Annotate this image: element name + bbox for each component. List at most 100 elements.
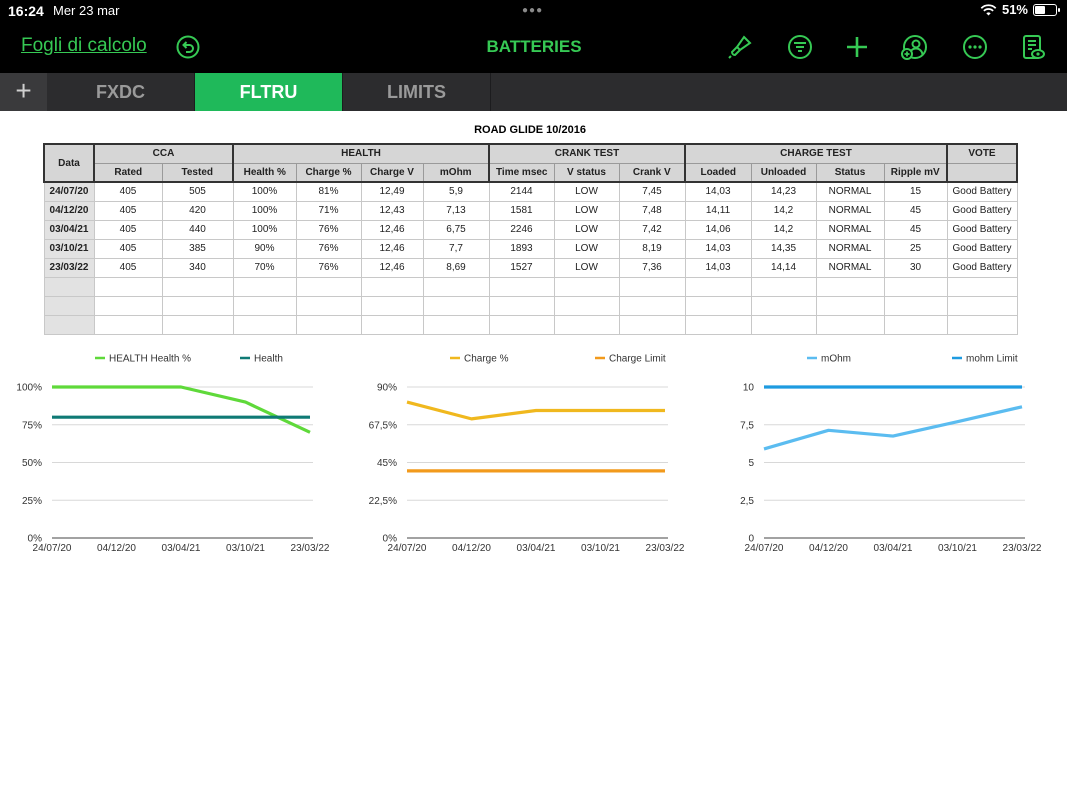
series-line-0[interactable] [763,405,1023,451]
table-cell[interactable]: 5,9 [422,181,490,202]
column-header[interactable]: Charge % [295,162,362,183]
table-cell[interactable]: 405 [93,238,163,259]
table-cell[interactable]: 81% [295,181,362,202]
empty-cell[interactable] [161,295,234,316]
back-to-spreadsheets-link[interactable]: Fogli di calcolo [21,35,147,56]
empty-cell[interactable] [553,276,620,297]
table-cell[interactable]: LOW [553,238,620,259]
series-line-0[interactable] [52,385,311,434]
header-crank-test[interactable]: CRANK TEST [488,143,686,164]
table-cell[interactable]: 340 [161,257,234,278]
table-cell[interactable]: 14,03 [684,238,752,259]
tab-fltru[interactable]: FLTRU [195,73,343,111]
column-header[interactable]: mOhm [422,162,490,183]
empty-cell[interactable] [815,276,885,297]
filter-icon[interactable] [786,33,814,61]
table-cell[interactable]: 12,46 [360,257,424,278]
empty-cell[interactable] [422,295,490,316]
column-header-vote-empty[interactable] [946,162,1018,183]
share-user-icon[interactable] [900,33,928,61]
empty-cell[interactable] [232,276,297,297]
table-cell[interactable]: 1581 [488,200,555,221]
table-cell[interactable]: 2246 [488,219,555,240]
document-view-icon[interactable] [1019,33,1047,61]
health-chart[interactable]: 0% 25% 50% 75% 100% 24/07/20 04/12/20 03/04/21 0… [0,345,355,560]
table-cell[interactable]: 7,36 [618,257,686,278]
empty-cell[interactable] [946,314,1018,335]
empty-cell[interactable] [488,276,555,297]
empty-cell[interactable] [618,295,686,316]
row-date-cell[interactable]: 23/03/22 [43,257,95,278]
table-cell[interactable]: 45 [883,219,948,240]
empty-cell[interactable] [295,276,362,297]
empty-cell[interactable] [750,314,817,335]
legend-label[interactable]: Charge Limit [609,354,666,365]
empty-cell[interactable] [815,295,885,316]
empty-cell[interactable] [553,295,620,316]
empty-cell[interactable] [360,276,424,297]
empty-cell[interactable] [883,314,948,335]
table-cell[interactable]: 76% [295,257,362,278]
table-cell[interactable]: 14,23 [750,181,817,202]
table-cell[interactable]: 12,46 [360,238,424,259]
empty-cell[interactable] [161,276,234,297]
vote-cell[interactable]: Good Battery [946,257,1018,278]
table-cell[interactable]: 45 [883,200,948,221]
series-line-0[interactable] [406,400,665,421]
table-cell[interactable]: 76% [295,238,362,259]
column-header[interactable]: V status [553,162,620,183]
table-cell[interactable]: 100% [232,181,297,202]
table-cell[interactable]: LOW [553,181,620,202]
table-cell[interactable]: 14,14 [750,257,817,278]
table-cell[interactable]: 440 [161,219,234,240]
row-date-cell[interactable]: 24/07/20 [43,181,95,202]
empty-cell[interactable] [883,276,948,297]
empty-cell[interactable] [422,276,490,297]
empty-cell[interactable] [618,314,686,335]
empty-cell[interactable] [93,295,163,316]
table-cell[interactable]: 405 [93,181,163,202]
empty-cell[interactable] [360,295,424,316]
empty-cell[interactable] [295,295,362,316]
column-header[interactable]: Health % [232,162,297,183]
undo-icon[interactable] [176,35,200,59]
empty-cell[interactable] [750,276,817,297]
table-cell[interactable]: 405 [93,257,163,278]
plus-icon[interactable] [843,33,871,61]
table-cell[interactable]: 14,2 [750,219,817,240]
table-cell[interactable]: 12,49 [360,181,424,202]
mohm-chart[interactable]: 0 2,5 5 7,5 10 24/07/20 04/12/20 03/04/21 03/10/… [712,345,1067,560]
table-cell[interactable]: 12,43 [360,200,424,221]
more-icon[interactable] [961,33,989,61]
empty-cell[interactable] [232,314,297,335]
table-cell[interactable]: 70% [232,257,297,278]
table-cell[interactable]: NORMAL [815,200,885,221]
table-cell[interactable]: 2144 [488,181,555,202]
charge-chart[interactable]: 0% 22,5% 45% 67,5% 90% 24/07/20 04/12/20 03/04/… [355,345,710,560]
vote-cell[interactable]: Good Battery [946,200,1018,221]
header-charge-test[interactable]: CHARGE TEST [684,143,948,164]
vote-cell[interactable]: Good Battery [946,181,1018,202]
table-cell[interactable]: 7,42 [618,219,686,240]
empty-cell[interactable] [553,314,620,335]
empty-cell[interactable] [488,314,555,335]
table-cell[interactable]: 6,75 [422,219,490,240]
table-cell[interactable]: LOW [553,257,620,278]
vote-cell[interactable]: Good Battery [946,238,1018,259]
empty-cell[interactable] [232,295,297,316]
column-header[interactable]: Crank V [618,162,686,183]
header-vote[interactable]: VOTE [946,143,1018,164]
column-header[interactable]: Unloaded [750,162,817,183]
legend-label[interactable]: Health [254,354,283,365]
column-header[interactable]: Ripple mV [883,162,948,183]
table-cell[interactable]: 14,03 [684,181,752,202]
table-cell[interactable]: 1893 [488,238,555,259]
empty-cell[interactable] [93,276,163,297]
table-cell[interactable]: 14,35 [750,238,817,259]
empty-cell[interactable] [815,314,885,335]
table-cell[interactable]: 7,48 [618,200,686,221]
vote-cell[interactable]: Good Battery [946,219,1018,240]
table-cell[interactable]: LOW [553,200,620,221]
empty-cell[interactable] [946,295,1018,316]
table-cell[interactable]: NORMAL [815,257,885,278]
